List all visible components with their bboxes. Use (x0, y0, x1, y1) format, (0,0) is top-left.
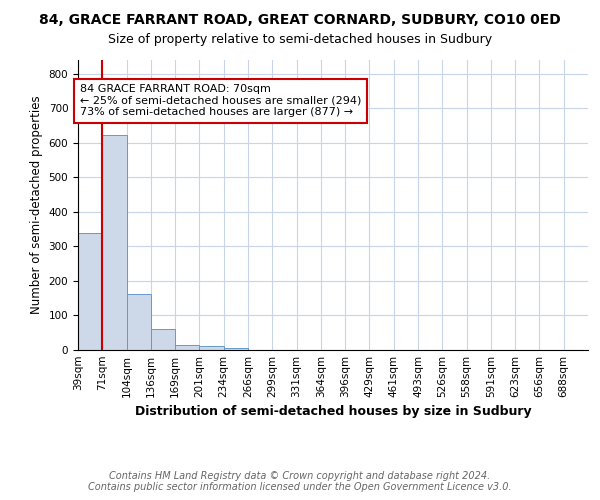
Bar (199, 346, 224, 350)
Text: Size of property relative to semi-detached houses in Sudbury: Size of property relative to semi-detach… (108, 32, 492, 46)
Text: 84 GRACE FARRANT ROAD: 70sqm
← 25% of semi-detached houses are smaller (294)
73%: 84 GRACE FARRANT ROAD: 70sqm ← 25% of se… (80, 84, 361, 117)
Bar (175, 345, 199, 350)
Bar (78, 233, 102, 350)
Bar (127, 294, 151, 350)
Y-axis label: Number of semi-detached properties: Number of semi-detached properties (30, 96, 43, 314)
Bar (224, 348, 248, 350)
X-axis label: Distribution of semi-detached houses by size in Sudbury: Distribution of semi-detached houses by … (134, 406, 532, 418)
Text: Contains HM Land Registry data © Crown copyright and database right 2024.
Contai: Contains HM Land Registry data © Crown c… (88, 471, 512, 492)
Bar (102, 134, 127, 350)
Bar (151, 330, 175, 350)
Text: 84, GRACE FARRANT ROAD, GREAT CORNARD, SUDBURY, CO10 0ED: 84, GRACE FARRANT ROAD, GREAT CORNARD, S… (39, 12, 561, 26)
